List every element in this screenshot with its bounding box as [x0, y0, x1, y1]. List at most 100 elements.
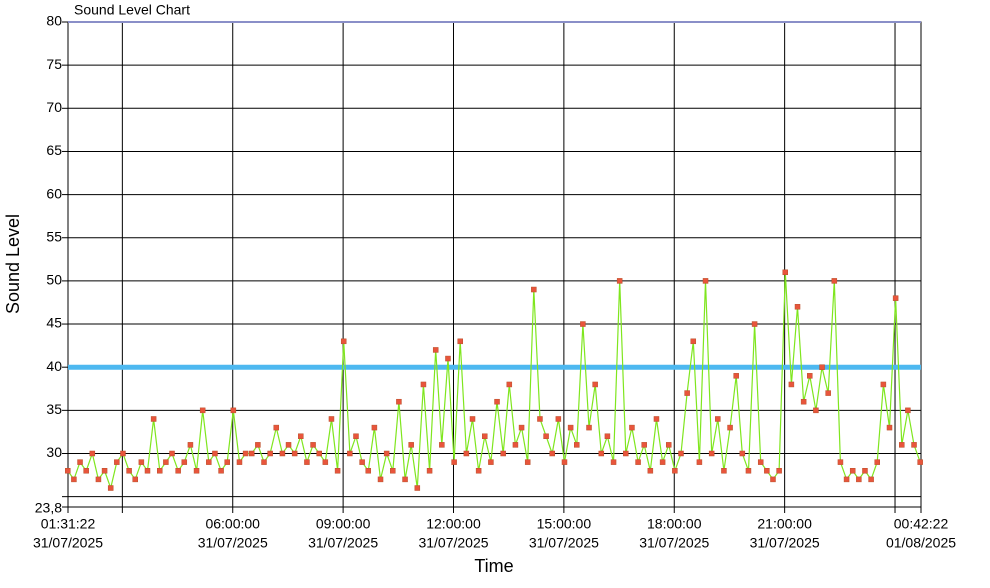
y-axis-label: Sound Level [3, 214, 23, 314]
data-point [445, 355, 451, 362]
data-point [702, 278, 709, 284]
x-tick-label: 31/07/2025 [639, 535, 709, 551]
data-point [347, 450, 353, 457]
plot-frame [67, 21, 922, 508]
data-point [157, 468, 163, 474]
data-point [592, 381, 598, 388]
y-tick-label: 70 [46, 99, 62, 115]
x-axis-label: Time [474, 556, 513, 576]
x-tick-label: 31/07/2025 [418, 535, 488, 551]
data-point [690, 338, 697, 345]
data-point [316, 450, 322, 457]
data-point [65, 468, 71, 474]
data-point [506, 381, 513, 388]
data-point [408, 442, 414, 448]
data-point [353, 433, 359, 439]
data-point [390, 468, 396, 474]
data-point [684, 390, 690, 396]
data-point [463, 450, 470, 457]
data-point [77, 459, 83, 465]
x-tick-label: 06:00:00 [205, 516, 260, 532]
data-point [500, 450, 506, 457]
x-tick-label: 00:42:22 [894, 516, 949, 532]
y-tick-label: 75 [46, 56, 62, 72]
data-point [414, 485, 421, 491]
data-point [659, 459, 666, 465]
data-point [892, 295, 899, 301]
data-point [831, 278, 838, 284]
y-tick-label: 30 [46, 444, 62, 460]
data-point [641, 442, 647, 448]
data-point [236, 459, 243, 465]
data-point [451, 459, 457, 465]
data-point [880, 381, 887, 388]
data-point [494, 398, 500, 405]
data-point [733, 373, 739, 379]
data-point [304, 459, 310, 465]
data-point [665, 442, 672, 448]
data-point [757, 459, 764, 465]
y-tick-label: 60 [46, 185, 62, 201]
data-point [911, 442, 917, 448]
data-point [580, 321, 586, 327]
x-tick-label: 09:00:00 [316, 516, 371, 532]
data-point [598, 450, 605, 457]
data-point [255, 442, 261, 448]
x-tick-label: 31/07/2025 [529, 535, 599, 551]
data-point [365, 468, 372, 474]
data-point [273, 424, 280, 431]
data-point [469, 416, 476, 422]
data-point [95, 476, 102, 483]
data-point [279, 450, 286, 457]
data-point [383, 450, 390, 457]
x-tick-label: 31/07/2025 [33, 535, 103, 551]
data-point [218, 468, 224, 474]
data-point [175, 468, 181, 474]
data-point [672, 468, 678, 474]
data-point [678, 450, 684, 457]
data-point [169, 450, 175, 457]
data-point [267, 450, 273, 457]
data-point [150, 416, 157, 422]
data-point [788, 381, 795, 388]
y-tick-label: 80 [46, 13, 62, 29]
data-point [432, 347, 439, 353]
data-point [800, 398, 807, 405]
data-point [745, 468, 752, 474]
y-tick-label: 35 [46, 401, 62, 417]
data-point [193, 468, 200, 474]
data-point [574, 442, 580, 448]
data-point [837, 459, 844, 465]
data-point [298, 433, 304, 439]
data-point [727, 424, 733, 431]
x-tick-label: 12:00:00 [426, 516, 481, 532]
data-point [807, 373, 813, 379]
x-tick-label: 15:00:00 [537, 516, 592, 532]
data-point [107, 485, 114, 491]
data-point [199, 407, 206, 414]
data-point [248, 450, 255, 457]
data-point [420, 381, 427, 388]
data-point [377, 476, 384, 483]
data-point [126, 468, 132, 474]
data-point [224, 459, 230, 465]
data-point [782, 269, 789, 276]
y-tick-label: 23,8 [35, 500, 62, 516]
y-tick-label: 55 [46, 228, 62, 244]
x-tick-label: 01:31:22 [41, 516, 96, 532]
data-point [856, 476, 862, 483]
data-point [616, 278, 623, 284]
data-point [586, 424, 592, 431]
x-tick-label: 31/07/2025 [308, 535, 378, 551]
data-point [819, 364, 825, 370]
data-point [322, 459, 329, 465]
data-point [439, 442, 445, 448]
data-point [751, 321, 758, 327]
data-point [794, 304, 801, 310]
data-point [825, 390, 831, 396]
data-point [396, 398, 402, 405]
data-point [604, 433, 611, 439]
data-point [132, 476, 138, 483]
data-point [71, 476, 77, 483]
data-point [917, 459, 923, 465]
